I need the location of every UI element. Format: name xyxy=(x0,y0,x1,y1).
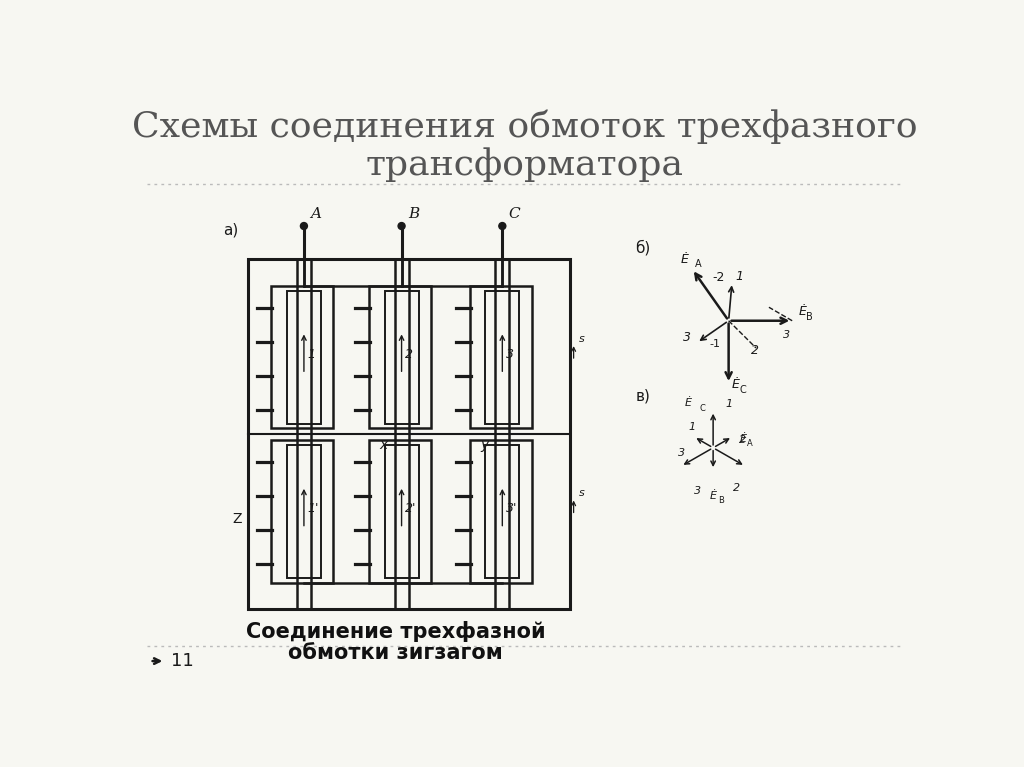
Text: A: A xyxy=(748,439,753,448)
Circle shape xyxy=(499,222,506,229)
Text: s: s xyxy=(579,334,585,344)
Text: Ė: Ė xyxy=(739,433,746,443)
Text: 2: 2 xyxy=(733,482,740,492)
Text: s: s xyxy=(579,488,585,498)
Circle shape xyxy=(398,222,406,229)
Text: 2: 2 xyxy=(751,344,759,357)
Text: x: x xyxy=(379,438,388,453)
Text: y: y xyxy=(480,438,488,453)
Text: трансформатора: трансформатора xyxy=(366,147,684,183)
Text: A: A xyxy=(694,259,701,269)
Text: C: C xyxy=(509,206,520,221)
Text: 3: 3 xyxy=(683,331,690,344)
Text: Ė: Ė xyxy=(680,253,688,266)
Text: Соединение трехфазной: Соединение трехфазной xyxy=(246,621,545,642)
Text: -1: -1 xyxy=(710,339,720,349)
Text: 3: 3 xyxy=(506,347,514,360)
Text: Схемы соединения обмоток трехфазного: Схемы соединения обмоток трехфазного xyxy=(132,109,918,143)
Text: Ė: Ė xyxy=(684,398,691,408)
Text: 2: 2 xyxy=(406,347,414,360)
Text: 1: 1 xyxy=(725,400,732,410)
Text: 3': 3' xyxy=(506,502,517,515)
Text: 1: 1 xyxy=(689,422,696,432)
Text: а): а) xyxy=(223,222,239,237)
Text: C: C xyxy=(699,403,706,413)
Text: б): б) xyxy=(636,240,651,255)
Text: Z: Z xyxy=(232,512,242,525)
Text: 2': 2' xyxy=(406,502,417,515)
Text: Ė: Ė xyxy=(710,491,717,501)
Text: 3: 3 xyxy=(679,448,685,458)
Text: 2: 2 xyxy=(738,435,745,445)
Text: A: A xyxy=(310,206,322,221)
Text: B: B xyxy=(718,496,724,505)
Text: B: B xyxy=(408,206,419,221)
Text: 3: 3 xyxy=(783,330,790,340)
Text: 1: 1 xyxy=(308,347,315,360)
Text: B: B xyxy=(806,312,813,322)
Text: в): в) xyxy=(636,389,650,403)
Text: 1': 1' xyxy=(308,502,319,515)
Text: Ė: Ė xyxy=(799,305,806,318)
Circle shape xyxy=(300,222,307,229)
Text: 11: 11 xyxy=(171,652,195,670)
Text: 1: 1 xyxy=(735,270,743,283)
Text: обмотки зигзагом: обмотки зигзагом xyxy=(288,643,503,663)
Text: C: C xyxy=(739,385,746,395)
Text: 3: 3 xyxy=(693,486,700,496)
Text: -2: -2 xyxy=(713,271,725,284)
Text: Ė: Ė xyxy=(732,377,739,390)
